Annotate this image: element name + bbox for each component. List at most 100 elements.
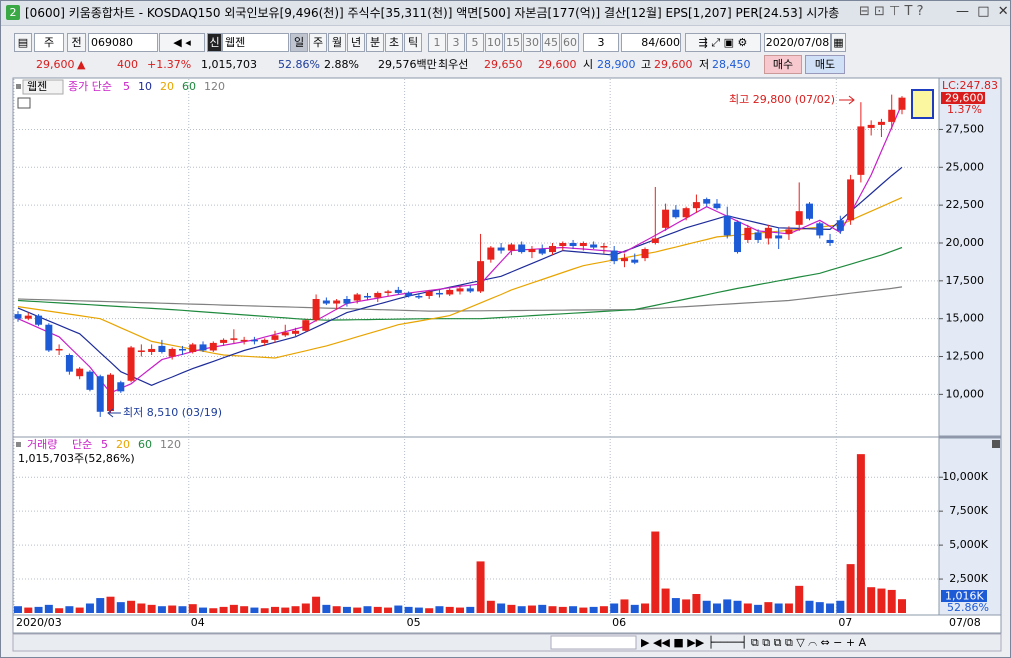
x-tick-label: 2020/03: [16, 616, 62, 629]
period-button[interactable]: 주: [309, 33, 327, 52]
candle-body: [374, 292, 382, 298]
window-controls[interactable]: — □ ✕: [956, 4, 1009, 19]
volume-bar: [137, 603, 146, 613]
volume-bar: [898, 599, 906, 613]
candle-body: [723, 215, 731, 236]
candle-body: [107, 374, 115, 412]
candle-body: [549, 246, 557, 253]
candle-body: [322, 300, 330, 304]
volume-bar: [281, 607, 290, 613]
volume-bar: [754, 604, 763, 613]
y-tick-label: 2,500K: [949, 572, 988, 585]
candle-body: [271, 335, 279, 340]
sound-icons[interactable]: ◀ ◂: [159, 33, 205, 52]
amount: 29,576백만: [378, 58, 437, 71]
menu-icon[interactable]: ▤: [14, 33, 32, 52]
y-tick-label: 17,500: [946, 274, 985, 287]
scroll-buttons: ▶ ◀◀ ■ ▶▶ ├────┤ ⧉ ⧉ ⧉ ⧉ ▽ ⌒ ⇔ − + A: [641, 635, 867, 649]
candle-body: [867, 124, 875, 128]
calendar-button[interactable]: ▦: [831, 33, 846, 52]
volume-bar: [456, 607, 464, 613]
date-input[interactable]: 2020/07/08: [764, 33, 831, 52]
high-annotation: 최고 29,800 (07/02): [729, 93, 835, 106]
volume-bar: [764, 602, 773, 613]
interval-button[interactable]: 45: [542, 33, 560, 52]
candle-body: [343, 298, 351, 304]
prev-button[interactable]: 전: [67, 33, 86, 52]
last-price-label: 29,600: [945, 92, 984, 105]
volume-bar: [219, 606, 228, 613]
candle-body: [826, 239, 834, 243]
candle-body: [610, 250, 618, 262]
candle-body: [662, 209, 670, 228]
interval-button[interactable]: 60: [561, 33, 579, 52]
count-input[interactable]: 84/600: [621, 33, 681, 52]
candle-body: [620, 258, 628, 262]
volume-bar: [116, 602, 125, 613]
period-button[interactable]: 월: [328, 33, 346, 52]
price: 29,600: [36, 58, 75, 71]
volume-bar: [784, 603, 793, 613]
market-select[interactable]: 주: [34, 33, 64, 52]
candle-body: [877, 121, 885, 125]
x-tick-label: 04: [191, 616, 205, 629]
high-label: 고: [641, 58, 652, 71]
buy-button[interactable]: 매수: [764, 55, 802, 74]
period-button[interactable]: 초: [385, 33, 403, 52]
annotation-arrow: [839, 95, 855, 105]
bid: 29,600: [538, 58, 577, 71]
last-change-label: 1.37%: [947, 103, 982, 116]
legend-entry: 60: [138, 438, 152, 451]
tool-icons[interactable]: ⇶ ⤢ ▣ ⚙: [685, 33, 761, 52]
sell-button[interactable]: 매도: [805, 55, 845, 74]
candle-body: [754, 232, 762, 240]
ask: 29,650: [484, 58, 523, 71]
window-badge: 2: [6, 5, 20, 20]
candle-body: [96, 376, 104, 412]
interval-button[interactable]: 30: [523, 33, 541, 52]
legend-marker: [16, 84, 21, 89]
volume-bar: [404, 606, 413, 613]
name-input[interactable]: 웹젠: [222, 33, 289, 52]
change-pct: +1.37%: [147, 58, 192, 71]
volume-bar: [435, 606, 444, 613]
volume-bar: [44, 604, 53, 613]
change: 400: [117, 58, 138, 71]
interval-button[interactable]: 10: [485, 33, 503, 52]
volume-bar: [240, 606, 249, 613]
y-tick-label: 10,000: [946, 387, 985, 400]
x-tick-label: 05: [407, 616, 421, 629]
volume-bar: [661, 588, 670, 613]
volume-bar: [527, 605, 536, 613]
title-icons[interactable]: ⊟ ⊡ ⊤ T ?: [859, 4, 924, 19]
high: 29,600: [654, 58, 693, 71]
candle-body: [847, 179, 855, 221]
volume-bar: [579, 607, 588, 613]
volume-bar: [24, 607, 33, 613]
volume-bar: [702, 600, 711, 613]
volume-bar: [538, 604, 547, 613]
interval-button[interactable]: 3: [447, 33, 465, 52]
period-button[interactable]: 일: [290, 33, 308, 52]
candle-body: [888, 109, 896, 122]
interval-button[interactable]: 5: [466, 33, 484, 52]
volume-bar: [867, 587, 876, 613]
period-button[interactable]: 틱: [404, 33, 422, 52]
interval-select[interactable]: 3: [583, 33, 619, 52]
period-button[interactable]: 분: [366, 33, 384, 52]
volume-bar: [260, 608, 269, 613]
code-input[interactable]: 069080: [88, 33, 158, 52]
volume-bar: [630, 604, 639, 613]
period-button[interactable]: 년: [347, 33, 365, 52]
candle-body: [312, 298, 320, 321]
interval-button[interactable]: 15: [504, 33, 522, 52]
volume-bar: [517, 606, 526, 613]
candle-body: [435, 292, 443, 295]
candle-body: [466, 288, 474, 292]
volume-bar: [178, 606, 187, 613]
low-annotation: 최저 8,510 (03/19): [123, 406, 222, 419]
volume-bar: [127, 600, 136, 613]
x-tick-label: 07: [838, 616, 852, 629]
interval-button[interactable]: 1: [428, 33, 446, 52]
